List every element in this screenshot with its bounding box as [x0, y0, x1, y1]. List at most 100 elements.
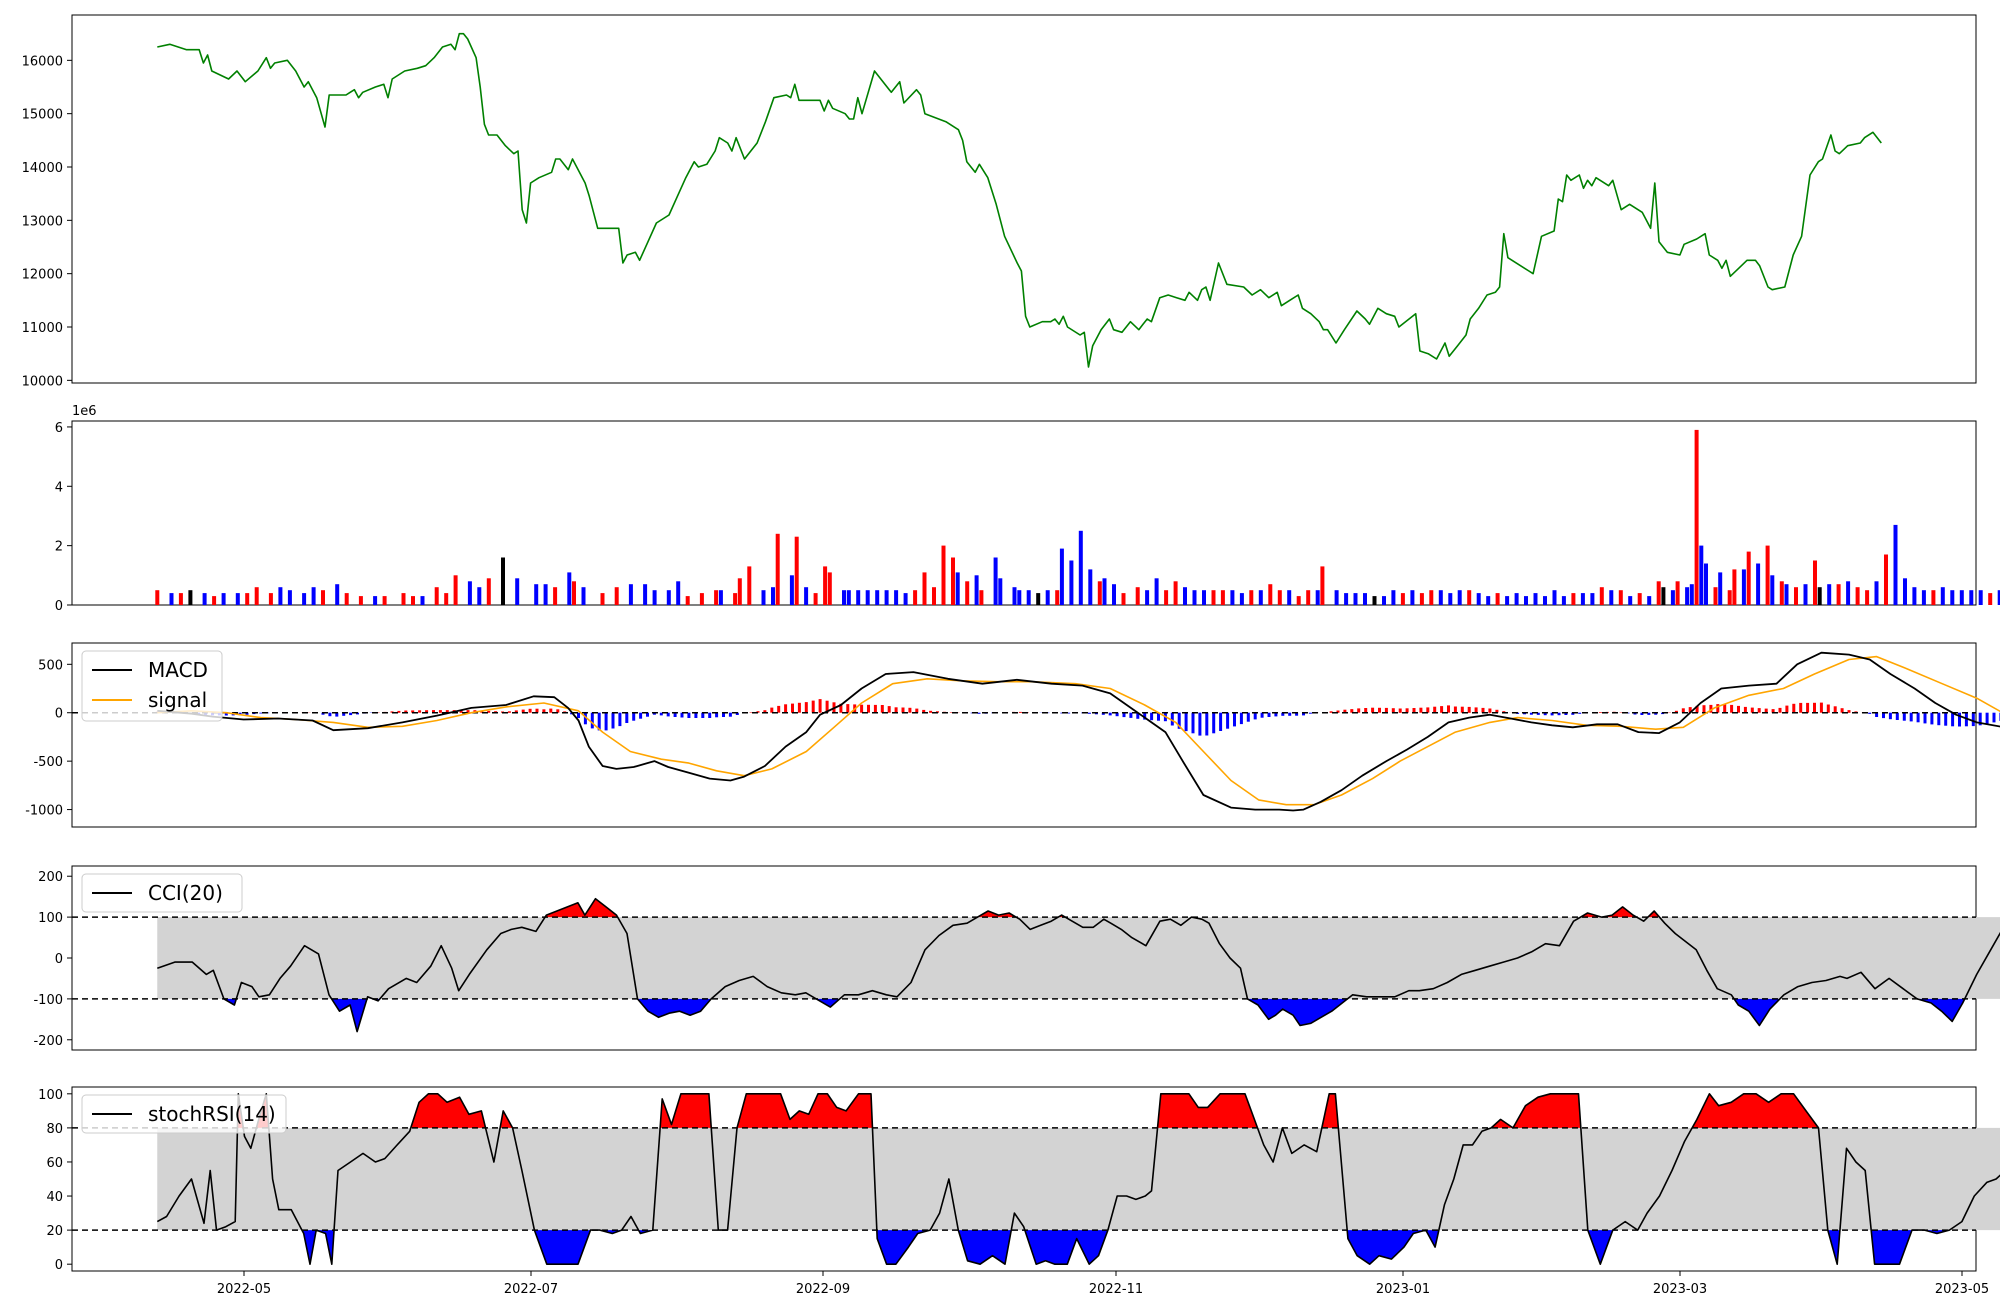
- volume-bar: [221, 593, 226, 605]
- macd-hist-bar: [825, 700, 829, 713]
- macd-hist-bar: [701, 712, 705, 718]
- volume-bar: [775, 533, 780, 605]
- volume-bar: [1097, 581, 1102, 605]
- macd-hist-bar: [1847, 710, 1851, 713]
- stochrsi-ytick-label: 80: [46, 1122, 63, 1137]
- volume-bar: [373, 596, 378, 605]
- macd-hist-bar: [680, 712, 684, 718]
- cci-band: [157, 917, 2000, 999]
- macd-hist-bar: [1937, 712, 1941, 726]
- macd-hist-bar: [1543, 712, 1547, 716]
- volume-bar: [1372, 596, 1377, 605]
- volume-bar: [1045, 590, 1050, 605]
- macd-hist-bar: [335, 712, 339, 717]
- volume-bar: [1154, 578, 1159, 605]
- macd-hist-bar: [915, 708, 919, 713]
- volume-bar: [903, 593, 908, 605]
- macd-panel-frame: [71, 642, 1977, 828]
- volume-bar: [1855, 587, 1860, 605]
- macd-hist-bar: [1633, 712, 1637, 715]
- volume-bar: [1069, 560, 1074, 605]
- volume-bar: [827, 572, 832, 605]
- volume-bar: [1561, 596, 1566, 605]
- macd-hist-bar: [1288, 712, 1292, 716]
- macd-hist-bar: [1412, 708, 1416, 713]
- macd-hist-bar: [784, 704, 788, 713]
- x-tick-label: 2022-05: [217, 1282, 271, 1297]
- volume-bar: [1552, 590, 1557, 605]
- macd-hist-bar: [438, 710, 442, 713]
- macd-hist-bar: [535, 708, 539, 713]
- macd-hist-bar: [432, 710, 435, 713]
- macd-hist-bar: [459, 710, 463, 713]
- macd-hist-bar: [1150, 712, 1154, 721]
- volume-bar: [1689, 584, 1694, 605]
- macd-hist-bar: [694, 712, 698, 718]
- cci-overbought-fill: [545, 898, 1660, 918]
- macd-hist-bar: [715, 712, 719, 718]
- macd-ytick-label: -1000: [25, 804, 63, 819]
- volume-bar: [169, 593, 174, 605]
- volume-bar: [434, 587, 439, 605]
- macd-hist-bar: [1536, 712, 1540, 715]
- volume-bar: [676, 581, 681, 605]
- macd-hist-bar: [867, 704, 870, 713]
- macd-hist-bar: [770, 707, 774, 713]
- macd-ytick-label: 0: [55, 707, 63, 722]
- volume-bar: [335, 584, 340, 605]
- volume-bar: [1628, 596, 1633, 605]
- volume-bar: [515, 578, 520, 605]
- macd-hist-bar: [1060, 712, 1064, 714]
- volume-bar: [1893, 524, 1898, 605]
- volume-bar: [1571, 593, 1576, 605]
- macd-hist-bar: [597, 712, 601, 731]
- volume-bar: [1694, 429, 1699, 605]
- macd-hist-bar: [1219, 712, 1223, 731]
- volume-bar: [543, 584, 548, 605]
- macd-hist-bar: [1826, 704, 1830, 713]
- x-tick-label: 2023-05: [1935, 1282, 1989, 1297]
- volume-bar: [1921, 590, 1926, 605]
- cci-legend-label: CCI(20): [148, 881, 223, 905]
- volume-bar: [1931, 590, 1936, 605]
- volume-bar: [1400, 593, 1405, 605]
- macd-hist-bar: [880, 705, 884, 713]
- stochrsi-legend-label: stochRSI(14): [148, 1102, 276, 1126]
- volume-bar: [1836, 584, 1841, 605]
- volume-bar: [1448, 593, 1453, 605]
- price-ytick-label: 15000: [22, 108, 63, 123]
- volume-bar: [865, 590, 870, 605]
- macd-hist-bar: [1523, 712, 1526, 715]
- macd-hist-bar: [1143, 712, 1147, 720]
- macd-hist-bar: [618, 712, 622, 727]
- volume-bar: [913, 590, 918, 605]
- volume-bar: [1685, 587, 1690, 605]
- macd-hist-bar: [873, 704, 877, 713]
- macd-hist-bar: [625, 712, 629, 723]
- volume-bar: [652, 590, 657, 605]
- volume-bar: [823, 566, 828, 605]
- macd-hist-bar: [763, 710, 767, 713]
- macd-hist-bar: [1488, 708, 1492, 713]
- volume-bar: [1078, 530, 1083, 605]
- macd-hist-bar: [1274, 712, 1278, 717]
- volume-bar: [553, 587, 558, 605]
- cci-ytick-label: 200: [38, 870, 63, 885]
- macd-hist-bar: [1840, 708, 1844, 713]
- macd-legend: [81, 650, 223, 722]
- volume-bar: [444, 593, 449, 605]
- volume-bar: [998, 578, 1003, 605]
- macd-hist-bar: [777, 705, 781, 713]
- volume-bar: [771, 587, 775, 605]
- macd-hist-bar: [328, 712, 332, 717]
- macd-hist-bar: [577, 712, 580, 718]
- stochrsi-line: [156, 1093, 2000, 1265]
- macd-hist-bar: [1681, 708, 1685, 713]
- macd-hist-bar: [887, 706, 891, 713]
- macd-hist-bar: [1233, 712, 1236, 727]
- macd-ytick-label: 500: [38, 658, 63, 673]
- volume-bar: [1277, 590, 1282, 605]
- volume-bar: [1590, 593, 1595, 605]
- macd-hist-bar: [1868, 712, 1872, 714]
